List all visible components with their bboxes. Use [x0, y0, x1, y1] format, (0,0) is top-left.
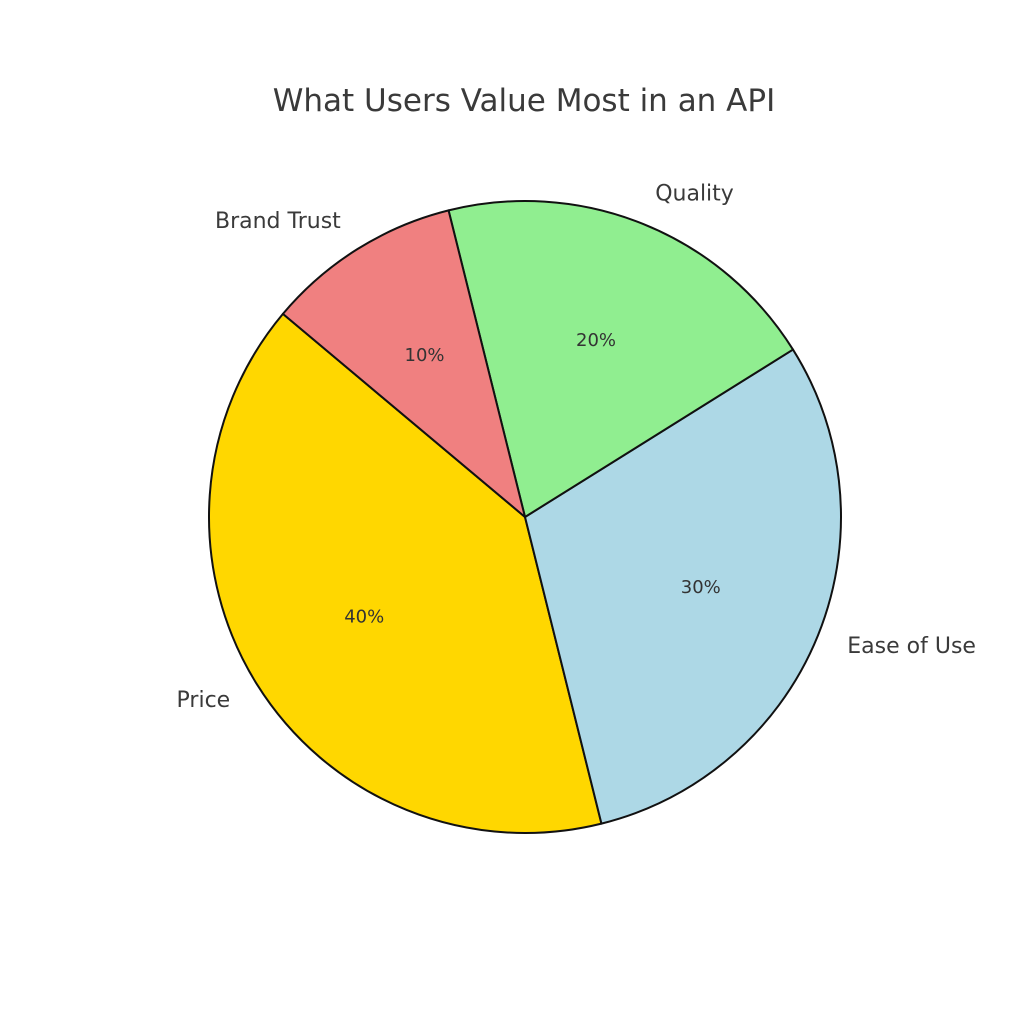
slice-label-quality: Quality	[655, 182, 734, 207]
slice-percent-quality: 20%	[576, 330, 616, 351]
chart-title: What Users Value Most in an API	[273, 83, 775, 119]
slice-label-price: Price	[177, 688, 231, 713]
pie-slice-quality	[447, 200, 794, 518]
slice-percent-price: 40%	[344, 606, 384, 627]
labels-layer: Price 40% Ease of Use 30% Quality 20% Brand Tr…	[177, 182, 976, 713]
slice-label-brand-trust: Brand Trust	[215, 209, 341, 234]
slice-percent-brand-trust: 10%	[405, 345, 445, 366]
pie-slice-brand-trust	[281, 209, 526, 518]
pie-slice-price	[208, 312, 603, 834]
slices-layer	[208, 200, 842, 834]
slice-percent-ease-of-use: 30%	[681, 577, 721, 598]
slice-label-ease-of-use: Ease of Use	[847, 634, 976, 659]
